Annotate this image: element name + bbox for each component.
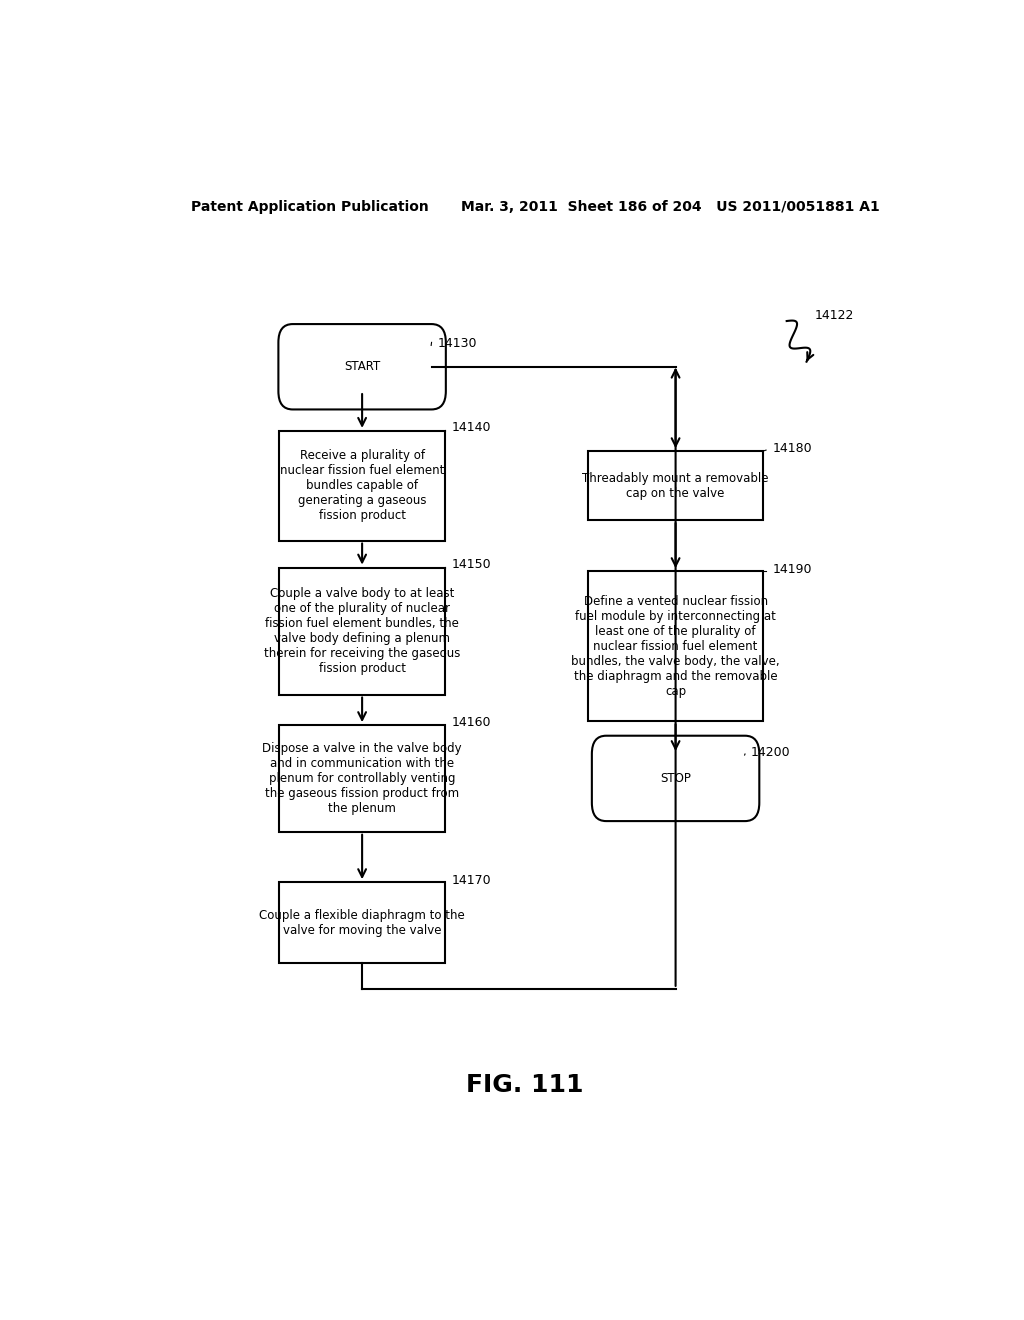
Text: Couple a flexible diaphragm to the
valve for moving the valve: Couple a flexible diaphragm to the valve… xyxy=(259,908,465,937)
Text: 14140: 14140 xyxy=(452,421,492,434)
Bar xyxy=(588,572,763,722)
Text: START: START xyxy=(344,360,380,374)
Text: 14170: 14170 xyxy=(452,874,492,887)
Bar xyxy=(279,568,445,694)
Text: Patent Application Publication: Patent Application Publication xyxy=(191,201,429,214)
FancyBboxPatch shape xyxy=(592,735,760,821)
Text: Define a vented nuclear fission
fuel module by interconnecting at
least one of t: Define a vented nuclear fission fuel mod… xyxy=(571,595,780,698)
Bar xyxy=(279,882,445,964)
Bar xyxy=(279,725,445,832)
Text: STOP: STOP xyxy=(660,772,691,785)
Text: 14122: 14122 xyxy=(814,309,854,322)
Text: Mar. 3, 2011  Sheet 186 of 204   US 2011/0051881 A1: Mar. 3, 2011 Sheet 186 of 204 US 2011/00… xyxy=(461,201,880,214)
FancyBboxPatch shape xyxy=(279,325,445,409)
Text: 14150: 14150 xyxy=(452,558,492,572)
Text: Couple a valve body to at least
one of the plurality of nuclear
fission fuel ele: Couple a valve body to at least one of t… xyxy=(264,587,461,675)
Text: 14160: 14160 xyxy=(452,715,492,729)
Bar xyxy=(279,430,445,541)
Text: Threadably mount a removable
cap on the valve: Threadably mount a removable cap on the … xyxy=(583,471,769,500)
Text: 14130: 14130 xyxy=(437,337,477,350)
Text: 14180: 14180 xyxy=(772,442,812,454)
Text: FIG. 111: FIG. 111 xyxy=(466,1073,584,1097)
Text: Receive a plurality of
nuclear fission fuel element
bundles capable of
generatin: Receive a plurality of nuclear fission f… xyxy=(280,449,444,523)
Text: 14200: 14200 xyxy=(751,747,791,759)
Text: Dispose a valve in the valve body
and in communication with the
plenum for contr: Dispose a valve in the valve body and in… xyxy=(262,742,462,814)
Text: 14190: 14190 xyxy=(772,562,812,576)
Bar xyxy=(588,451,763,520)
